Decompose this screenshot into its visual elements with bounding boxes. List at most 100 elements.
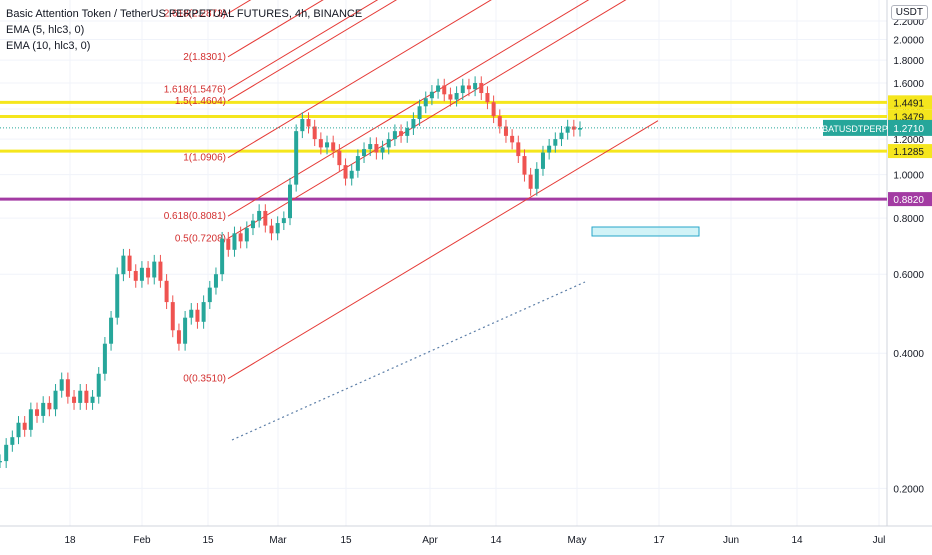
- y-tick-label: 0.6000: [893, 270, 924, 281]
- candle-body: [65, 379, 70, 397]
- candle-body: [503, 126, 508, 136]
- x-tick-label: 15: [202, 535, 214, 546]
- target-zone-rect: [591, 226, 700, 237]
- candle-body: [275, 223, 280, 234]
- fib-channel-line: [227, 0, 627, 239]
- candle-body: [41, 402, 46, 416]
- ema-5-label: EMA (5, hlc3, 0): [6, 24, 85, 36]
- candle-body: [405, 128, 410, 136]
- legend: Basic Attention Token / TetherUS PERPETU…: [6, 6, 362, 54]
- level-price-label: 1.1285: [893, 147, 924, 158]
- y-tick-label: 1.6000: [893, 79, 924, 90]
- fib-level-label: 0.5(0.7208): [175, 233, 226, 244]
- candle-body: [16, 422, 21, 438]
- currency-button[interactable]: USDT: [890, 5, 928, 20]
- candle-body: [485, 93, 490, 103]
- candle-body: [152, 261, 157, 278]
- fib-channel-line: [227, 0, 379, 90]
- candle-body: [10, 437, 15, 445]
- candle-body: [547, 145, 552, 153]
- y-tick-label: 0.4000: [893, 349, 924, 360]
- candle-body: [337, 150, 342, 166]
- chart-title: Basic Attention Token / TetherUS PERPETU…: [6, 8, 363, 20]
- candle-body: [183, 317, 188, 344]
- symbol-label: BATUSDTPERP: [822, 124, 888, 134]
- candle-body: [257, 210, 262, 221]
- fib-level-label: 1(1.0906): [183, 153, 226, 164]
- x-tick-label: Jul: [873, 535, 886, 546]
- candle-body: [176, 330, 181, 344]
- candle-body: [491, 102, 496, 117]
- candle-body: [127, 255, 132, 271]
- candle-body: [374, 144, 379, 153]
- candle-body: [102, 343, 107, 374]
- candle-body: [238, 233, 243, 242]
- x-tick-label: 14: [490, 535, 502, 546]
- candle-body: [139, 267, 144, 281]
- symbol-tag: [823, 119, 887, 136]
- dotted-trend-line: [231, 281, 586, 441]
- y-tick-label: 1.8000: [893, 56, 924, 67]
- fib-channel-line: [227, 0, 324, 58]
- x-tick-label: Apr: [422, 535, 438, 546]
- candle-body: [170, 302, 175, 331]
- current-price-tag: [888, 119, 932, 136]
- candle-body: [250, 220, 255, 229]
- candle-body: [436, 85, 441, 92]
- candle-body: [392, 131, 397, 140]
- fib-channel-line: [227, 0, 492, 159]
- candle-body: [355, 156, 360, 171]
- candle-body: [497, 116, 502, 127]
- candle-body: [522, 156, 527, 175]
- candle-body: [528, 174, 533, 189]
- candle-body: [473, 83, 478, 90]
- candle-body: [133, 270, 138, 281]
- level-price-label: 1.3479: [893, 112, 924, 123]
- candle-body: [0, 461, 2, 463]
- candle-body: [201, 302, 206, 322]
- fib-level-label: 1.5(1.4604): [175, 96, 226, 107]
- candle-body: [269, 225, 274, 234]
- y-tick-label: 1.2000: [893, 135, 924, 146]
- x-tick-label: Feb: [133, 535, 151, 546]
- candle-body: [578, 128, 582, 130]
- ema-10-label: EMA (10, hlc3, 0): [6, 40, 91, 52]
- x-tick-label: Jun: [723, 535, 739, 546]
- x-tick-label: 14: [791, 535, 803, 546]
- y-tick-label: 0.8000: [893, 214, 924, 225]
- candle-body: [121, 255, 126, 275]
- candle-body: [386, 139, 391, 148]
- y-tick-label: 2.0000: [893, 36, 924, 47]
- candle-body: [78, 390, 83, 403]
- candle-body: [349, 170, 354, 179]
- candle-body: [207, 287, 212, 303]
- candle-body: [4, 444, 9, 462]
- candle-body: [232, 233, 237, 250]
- candle-body: [343, 165, 348, 179]
- candle-body: [362, 149, 367, 157]
- level-price-tag: [888, 192, 932, 207]
- candle-body: [59, 379, 64, 391]
- candle-body: [53, 390, 58, 410]
- candle-body: [294, 131, 299, 185]
- candle-body: [288, 184, 292, 219]
- candle-body: [109, 317, 114, 344]
- y-tick-label: 0.2000: [893, 484, 924, 495]
- candle-body: [146, 267, 151, 278]
- fib-level-label: 0.618(0.8081): [164, 211, 226, 222]
- candle-body: [559, 132, 564, 140]
- candle-body: [90, 396, 95, 403]
- candle-body: [325, 142, 330, 148]
- fib-channel-line: [227, 0, 398, 102]
- candle-body: [312, 126, 317, 140]
- candle-body: [263, 210, 268, 226]
- candle-body: [164, 280, 169, 303]
- candle-body: [35, 409, 40, 416]
- level-price-tag: [888, 144, 932, 159]
- candle-body: [540, 152, 545, 169]
- y-tick-label: 1.0000: [893, 171, 924, 182]
- candle-body: [417, 106, 422, 120]
- candle-body: [158, 261, 163, 281]
